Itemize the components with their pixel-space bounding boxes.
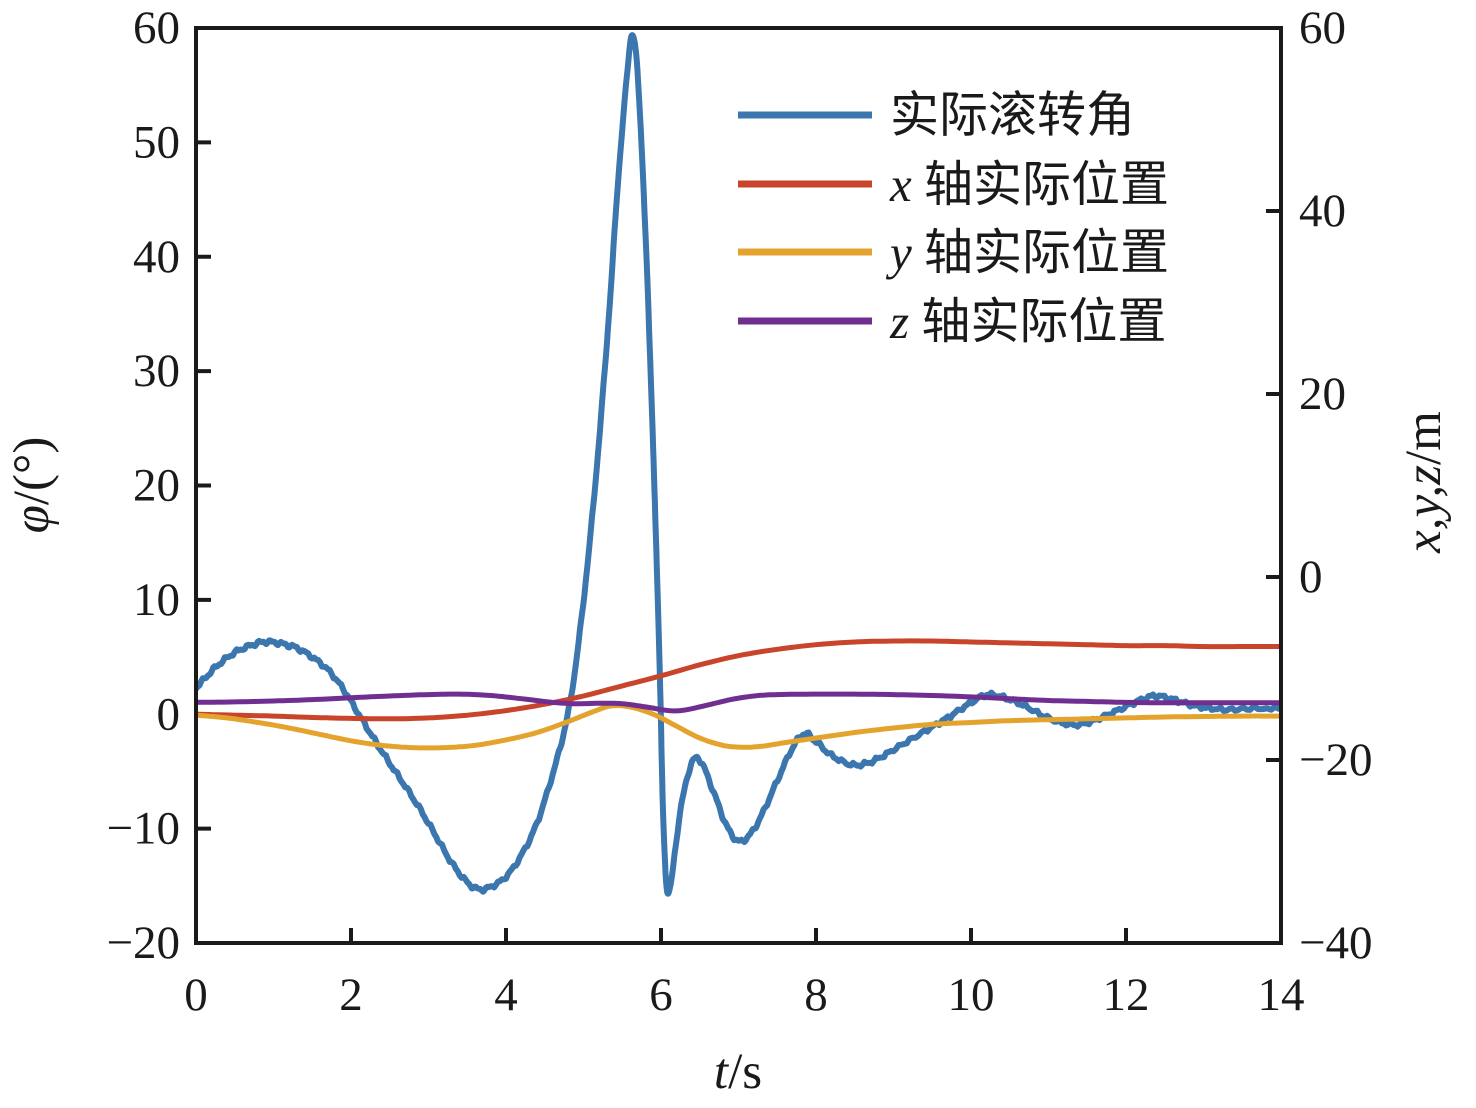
x-axis-title: t/s [714, 1044, 762, 1100]
x-tick-label: 0 [184, 969, 208, 1021]
y-right-axis-title: x,y,z/m [1396, 411, 1452, 554]
plot-curves [194, 32, 1283, 897]
series-y-position-line [194, 703, 1283, 751]
legend: 实际滚转角 x 轴实际位置 y 轴实际位置 z 轴实际位置 [738, 88, 1169, 349]
y-left-tick-label: 50 [133, 116, 180, 168]
y-left-axis-title: φ/(°) [4, 437, 60, 534]
legend-item-y-position: y 轴实际位置 [738, 225, 1169, 280]
y-right-tick-label: 60 [1299, 2, 1346, 54]
x-tick-label: 10 [948, 969, 995, 1021]
legend-item-z-position: z 轴实际位置 [738, 294, 1166, 349]
x-tick-label: 2 [339, 969, 363, 1021]
x-tick-label: 14 [1258, 969, 1305, 1021]
y-left-tick-label: 20 [133, 460, 180, 512]
y-left-tick-label: 60 [133, 2, 180, 54]
y-left-tick-label: 40 [133, 231, 180, 283]
y-left-tick-label: −10 [106, 803, 180, 855]
y-left-tick-label: 30 [133, 345, 180, 397]
y-right-tick-label: 20 [1299, 368, 1346, 420]
y-left-tick-label: −20 [106, 917, 180, 969]
x-tick-label: 4 [494, 969, 518, 1021]
legend-label-roll-angle: 实际滚转角 [890, 88, 1135, 143]
y-left-tick-label: 0 [157, 688, 181, 740]
y-right-tick-label: −40 [1299, 917, 1373, 969]
legend-label-y-position: y 轴实际位置 [885, 225, 1169, 280]
x-tick-label: 8 [804, 969, 828, 1021]
plot-border [194, 26, 1283, 945]
series-x-position-line [194, 638, 1283, 722]
y-right-tick-label: 0 [1299, 551, 1323, 603]
legend-item-roll-angle: 实际滚转角 [738, 88, 1135, 143]
legend-label-x-position: x 轴实际位置 [889, 157, 1169, 212]
x-tick-label: 12 [1103, 969, 1150, 1021]
x-tick-label: 6 [649, 969, 673, 1021]
series-z-position-line [194, 691, 1283, 714]
y-left-tick-label: 10 [133, 574, 180, 626]
y-right-tick-label: −20 [1299, 734, 1373, 786]
legend-item-x-position: x 轴实际位置 [738, 157, 1169, 212]
legend-label-z-position: z 轴实际位置 [889, 294, 1166, 349]
axis-tick-labels: 0 2 4 6 8 10 12 14−20−100102030405060−40−200204… [106, 2, 1372, 1021]
y-right-tick-label: 40 [1299, 185, 1346, 237]
